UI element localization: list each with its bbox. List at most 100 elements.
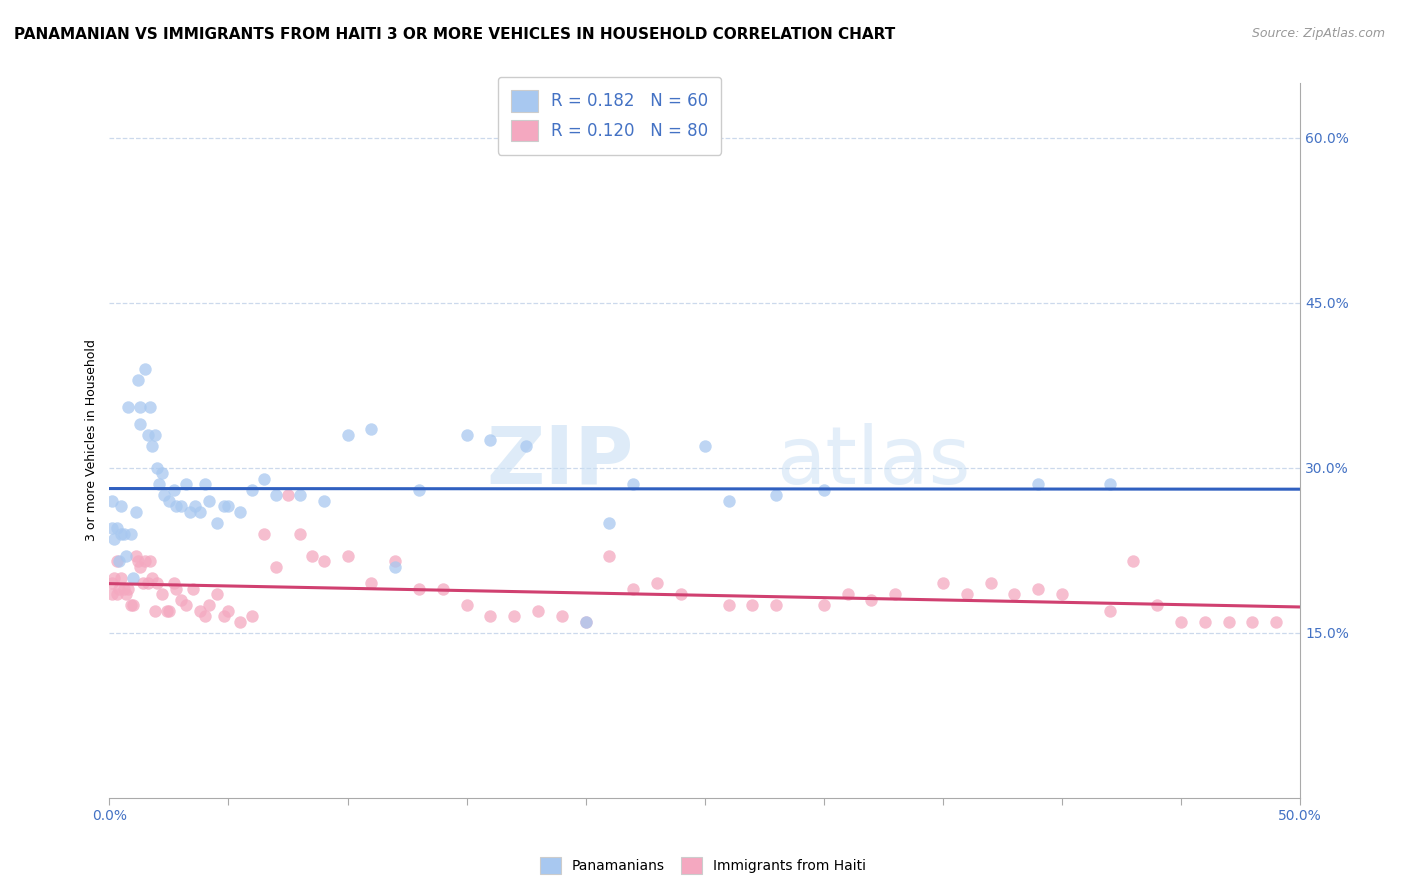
Point	[165, 500, 187, 514]
Point	[110, 526, 132, 541]
Point	[575, 615, 598, 629]
Text: atlas: atlas	[776, 423, 970, 500]
Point	[198, 493, 221, 508]
Point	[384, 559, 406, 574]
Point	[253, 472, 276, 486]
Point	[146, 460, 169, 475]
Point	[384, 554, 406, 568]
Point	[122, 571, 145, 585]
Point	[312, 554, 335, 568]
Point	[360, 422, 382, 436]
Point	[837, 587, 859, 601]
Point	[575, 615, 598, 629]
Point	[139, 401, 162, 415]
Point	[141, 439, 163, 453]
Point	[188, 505, 211, 519]
Point	[408, 582, 430, 596]
Point	[139, 554, 162, 568]
Point	[174, 477, 197, 491]
Point	[598, 549, 620, 563]
Point	[1002, 587, 1025, 601]
Point	[277, 488, 299, 502]
Point	[127, 554, 149, 568]
Point	[479, 434, 502, 448]
Point	[527, 604, 550, 618]
Point	[103, 533, 125, 547]
Point	[101, 493, 124, 508]
Point	[184, 500, 207, 514]
Point	[170, 500, 193, 514]
Point	[360, 576, 382, 591]
Point	[240, 609, 263, 624]
Point	[1265, 615, 1288, 629]
Point	[103, 571, 125, 585]
Point	[112, 582, 135, 596]
Point	[105, 554, 128, 568]
Point	[288, 526, 311, 541]
Point	[117, 401, 139, 415]
Point	[515, 439, 537, 453]
Point	[741, 598, 763, 612]
Point	[163, 483, 186, 497]
Point	[956, 587, 979, 601]
Text: PANAMANIAN VS IMMIGRANTS FROM HAITI 3 OR MORE VEHICLES IN HOUSEHOLD CORRELATION : PANAMANIAN VS IMMIGRANTS FROM HAITI 3 OR…	[14, 27, 896, 42]
Point	[194, 477, 217, 491]
Point	[336, 427, 359, 442]
Point	[117, 582, 139, 596]
Point	[765, 598, 787, 612]
Point	[108, 554, 131, 568]
Legend: Panamanians, Immigrants from Haiti: Panamanians, Immigrants from Haiti	[533, 850, 873, 880]
Point	[765, 488, 787, 502]
Point	[146, 576, 169, 591]
Point	[163, 576, 186, 591]
Point	[432, 582, 454, 596]
Text: ZIP: ZIP	[486, 423, 633, 500]
Point	[150, 467, 173, 481]
Point	[1050, 587, 1073, 601]
Point	[1098, 604, 1121, 618]
Point	[813, 483, 835, 497]
Point	[336, 549, 359, 563]
Point	[503, 609, 526, 624]
Point	[240, 483, 263, 497]
Point	[105, 587, 128, 601]
Point	[229, 615, 252, 629]
Point	[598, 516, 620, 530]
Point	[813, 598, 835, 612]
Point	[108, 582, 131, 596]
Point	[1194, 615, 1216, 629]
Point	[408, 483, 430, 497]
Point	[115, 549, 138, 563]
Point	[884, 587, 907, 601]
Point	[229, 505, 252, 519]
Point	[645, 576, 668, 591]
Point	[120, 598, 142, 612]
Point	[1170, 615, 1192, 629]
Point	[136, 576, 159, 591]
Point	[105, 521, 128, 535]
Point	[112, 526, 135, 541]
Point	[150, 587, 173, 601]
Point	[188, 604, 211, 618]
Point	[669, 587, 692, 601]
Point	[264, 559, 287, 574]
Point	[157, 604, 180, 618]
Point	[148, 477, 170, 491]
Point	[198, 598, 221, 612]
Point	[124, 549, 146, 563]
Point	[551, 609, 574, 624]
Point	[110, 571, 132, 585]
Point	[115, 587, 138, 601]
Point	[124, 505, 146, 519]
Point	[101, 576, 124, 591]
Point	[621, 582, 644, 596]
Point	[129, 559, 152, 574]
Point	[101, 521, 124, 535]
Point	[264, 488, 287, 502]
Point	[165, 582, 187, 596]
Point	[288, 488, 311, 502]
Point	[621, 477, 644, 491]
Point	[979, 576, 1001, 591]
Point	[253, 526, 276, 541]
Point	[212, 609, 235, 624]
